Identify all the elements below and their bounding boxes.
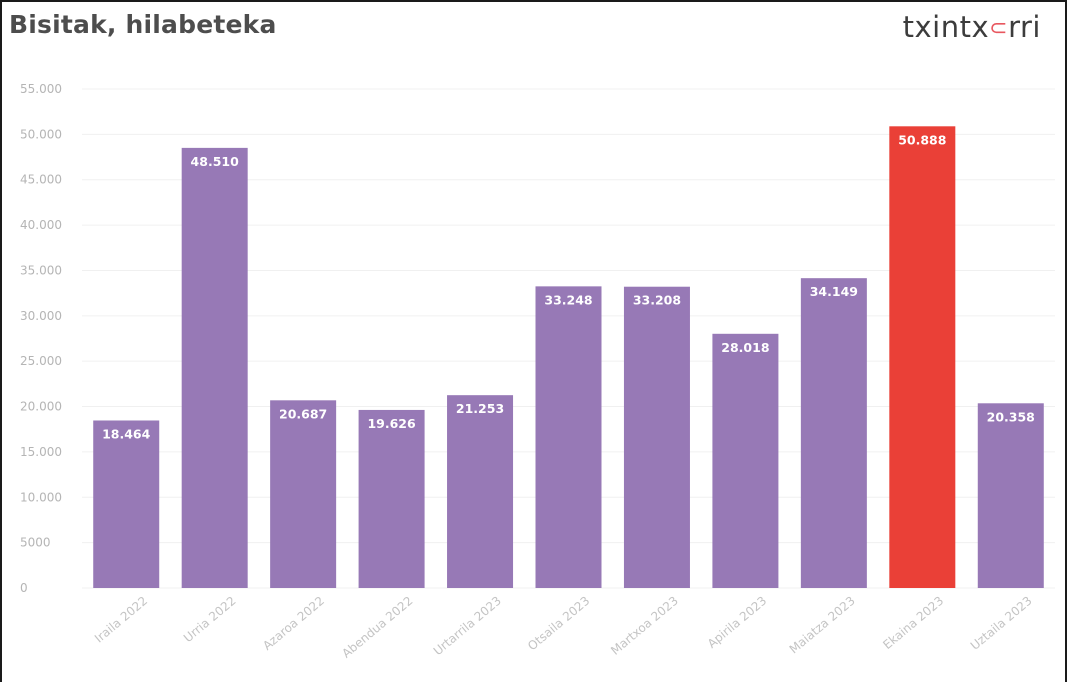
- x-category-label: Ekaina 2023: [880, 594, 946, 653]
- bar-value-label: 19.626: [367, 416, 416, 431]
- y-tick-label: 55.000: [20, 82, 62, 96]
- y-tick-label: 25.000: [20, 354, 62, 368]
- bar: [270, 400, 337, 588]
- y-tick-label: 45.000: [20, 173, 62, 187]
- y-tick-label: 30.000: [20, 309, 62, 323]
- chart-title: Bisitak, hilabeteka: [9, 10, 277, 39]
- x-category-label: Iraila 2022: [92, 594, 150, 646]
- bar-value-label: 20.687: [279, 406, 327, 421]
- bar: [447, 395, 514, 588]
- x-category-label: Martxoa 2023: [608, 594, 681, 658]
- bar-value-label: 21.253: [456, 401, 504, 416]
- bar: [623, 286, 690, 588]
- y-tick-label: 10.000: [20, 490, 62, 504]
- y-tick-label: 0: [20, 581, 28, 595]
- y-tick-label: 40.000: [20, 218, 62, 232]
- bar-value-label: 20.358: [987, 409, 1035, 424]
- bar: [977, 403, 1044, 588]
- bar: [535, 286, 602, 588]
- bar-value-label: 18.464: [102, 426, 151, 441]
- bar-value-label: 33.248: [544, 292, 592, 307]
- x-category-label: Apirila 2023: [705, 594, 770, 651]
- bar: [712, 333, 779, 588]
- logo-mark-icon: ⊂: [989, 16, 1009, 41]
- y-tick-label: 35.000: [20, 263, 62, 277]
- y-tick-label: 15.000: [20, 445, 62, 459]
- txintxarri-logo: txintx⊂rri: [903, 10, 1041, 44]
- bar: [800, 278, 867, 588]
- x-category-label: Uztaila 2023: [968, 594, 1035, 653]
- bar-value-label: 33.208: [633, 293, 681, 308]
- bar-value-label: 48.510: [191, 154, 240, 169]
- bar: [889, 126, 956, 588]
- y-tick-label: 20.000: [20, 400, 62, 414]
- logo-text-end: rri: [1008, 10, 1041, 44]
- x-category-label: Urria 2022: [181, 594, 239, 646]
- x-category-label: Azaroa 2022: [260, 594, 327, 653]
- bar-value-label: 34.149: [810, 284, 858, 299]
- y-tick-label: 50.000: [20, 127, 62, 141]
- bar-value-label: 50.888: [898, 132, 946, 147]
- y-tick-label: 5000: [20, 536, 51, 550]
- x-category-label: Abendua 2022: [339, 594, 415, 661]
- logo-text-start: txintx: [902, 10, 990, 44]
- x-category-label: Otsaila 2023: [525, 594, 592, 654]
- bar: [181, 147, 248, 588]
- x-category-label: Urtarrila 2023: [431, 594, 504, 659]
- x-category-label: Maiatza 2023: [787, 594, 858, 657]
- bar: [358, 409, 425, 588]
- bar: [93, 420, 160, 588]
- bar-value-label: 28.018: [721, 340, 769, 355]
